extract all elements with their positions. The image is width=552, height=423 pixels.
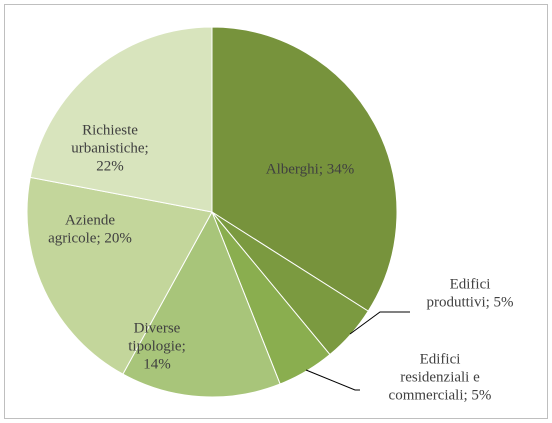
pie-slice xyxy=(26,176,213,375)
data-label: Diverse xyxy=(134,320,181,336)
leader-line xyxy=(305,369,360,391)
data-label: Aziende xyxy=(65,212,115,228)
data-label: Edifici xyxy=(420,351,461,367)
pie-slice xyxy=(29,26,213,213)
data-label: Edifici xyxy=(450,276,491,292)
data-label: agricole; 20% xyxy=(48,230,132,246)
data-label: commerciali; 5% xyxy=(389,387,492,403)
data-label: tipologie; xyxy=(128,338,186,354)
data-label: 14% xyxy=(143,356,171,372)
pie-slice xyxy=(211,26,398,312)
data-label: 22% xyxy=(96,158,124,174)
data-label: urbanistiche; xyxy=(71,140,148,156)
pie-slice xyxy=(122,210,281,398)
leader-line xyxy=(349,311,410,335)
data-label: residenziali e xyxy=(400,369,480,385)
data-label: produttivi; 5% xyxy=(426,294,513,310)
data-label: Alberghi; 34% xyxy=(266,161,354,177)
data-label: Richieste xyxy=(82,122,138,138)
